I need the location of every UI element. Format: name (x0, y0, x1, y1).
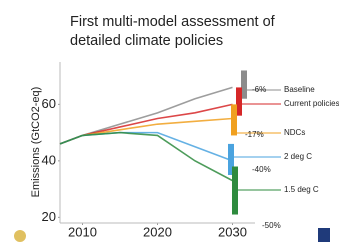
x-tick-label: 2020 (143, 224, 172, 239)
chart-title: First multi-model assessment of (70, 14, 276, 30)
logo (14, 230, 26, 242)
x-tick-label: 2030 (218, 224, 247, 239)
y-tick-label: 60 (42, 96, 56, 111)
x-tick-label: 2010 (68, 224, 97, 239)
logo (318, 228, 330, 242)
series-label: NDCs (284, 128, 305, 137)
chart-title: detailed climate policies (70, 33, 223, 49)
y-axis-label: Emissions (GtCO2-eq) (30, 87, 42, 198)
y-tick-label: 20 (42, 209, 56, 224)
y-tick-label: 40 (42, 152, 56, 167)
series-label: 1.5 deg C (284, 185, 319, 194)
chart: First multi-model assessment of detailed… (0, 0, 339, 248)
annotation: -17% (245, 130, 264, 139)
series-line (60, 118, 233, 143)
series-line (60, 133, 233, 161)
series-label: Current policies (284, 99, 339, 108)
annotation: -40% (252, 165, 271, 174)
series-label: Baseline (284, 85, 315, 94)
series-line (60, 133, 233, 181)
annotation: -6% (252, 85, 266, 94)
series-line (60, 104, 233, 144)
annotation: -50% (262, 221, 281, 230)
range-bar (231, 104, 237, 135)
range-bar (232, 167, 238, 215)
series-label: 2 deg C (284, 152, 312, 161)
